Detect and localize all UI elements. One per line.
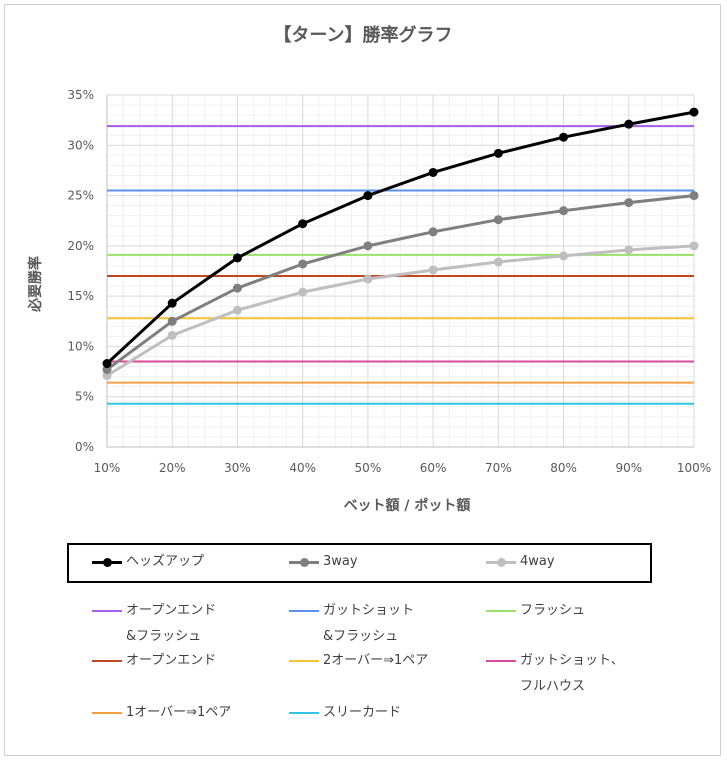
legend-swatch: [92, 610, 122, 612]
data-point: [428, 227, 438, 237]
legend-label: ガットショット &フラッシュ: [323, 603, 415, 644]
y-tick-label: 30%: [67, 138, 94, 152]
data-point: [559, 206, 569, 216]
x-tick-label: 10%: [94, 461, 121, 475]
data-point: [167, 298, 177, 308]
data-point: [624, 119, 634, 129]
data-point: [298, 287, 308, 297]
x-tick-label: 20%: [159, 461, 186, 475]
data-point: [102, 359, 112, 369]
chart-title: 【ターン】勝率グラフ: [273, 24, 452, 46]
y-tick-label: 5%: [75, 390, 94, 404]
legend-label: フラッシュ: [520, 603, 586, 618]
legend-label: オープンエンド: [126, 653, 217, 668]
data-point: [298, 219, 308, 229]
data-point: [232, 283, 242, 293]
y-tick-label: 25%: [67, 189, 94, 203]
legend-swatch: [289, 712, 319, 714]
legend-swatch: [486, 610, 516, 612]
series-line: [106, 194, 695, 371]
y-tick-label: 0%: [75, 440, 94, 454]
legend-label: ガットショット、 フルハウス: [520, 653, 624, 694]
x-tick-label: 30%: [224, 461, 251, 475]
data-point: [624, 245, 634, 255]
data-point: [232, 305, 242, 315]
x-tick-label: 60%: [420, 461, 447, 475]
legend-label: 1オーバー⇒1ペア: [126, 705, 232, 720]
x-tick-label: 100%: [677, 461, 711, 475]
legend-marker: [497, 558, 506, 567]
data-point: [298, 259, 308, 269]
x-axis-label: ベット額 / ポット額: [344, 497, 471, 514]
data-point: [689, 241, 699, 251]
data-point: [232, 253, 242, 263]
data-point: [493, 257, 503, 267]
legend-swatch: [289, 660, 319, 662]
data-point: [428, 265, 438, 275]
data-point: [363, 241, 373, 251]
y-axis-label: 必要勝率: [27, 256, 44, 313]
data-point: [363, 274, 373, 284]
series-line: [106, 244, 695, 377]
chart-frame: [4, 4, 721, 756]
legend-label: ヘッズアップ: [126, 554, 205, 569]
legend-marker: [300, 558, 309, 567]
x-tick-label: 80%: [550, 461, 577, 475]
x-tick-label: 50%: [355, 461, 382, 475]
data-point: [559, 251, 569, 261]
x-tick-label: 70%: [485, 461, 512, 475]
y-tick-label: 35%: [67, 88, 94, 102]
data-point: [363, 191, 373, 201]
data-point: [167, 316, 177, 326]
data-point: [689, 107, 699, 117]
legend-swatch: [92, 712, 122, 714]
data-point: [624, 198, 634, 208]
legend-swatch: [486, 660, 516, 662]
y-tick-label: 15%: [67, 289, 94, 303]
legend-label: 4way: [520, 554, 555, 569]
data-point: [493, 148, 503, 158]
data-point: [559, 132, 569, 142]
x-tick-label: 40%: [289, 461, 316, 475]
x-tick-label: 90%: [615, 461, 642, 475]
legend-label: 2オーバー⇒1ペア: [323, 653, 429, 668]
data-point: [689, 191, 699, 201]
legend-swatch: [92, 660, 122, 662]
legend-marker: [103, 558, 112, 567]
legend-series-box: [67, 543, 652, 583]
data-point: [493, 215, 503, 225]
legend-label: 3way: [323, 554, 358, 569]
y-tick-label: 10%: [67, 339, 94, 353]
series-line: [105, 110, 695, 365]
y-tick-label: 20%: [67, 239, 94, 253]
legend-label: スリーカード: [323, 705, 402, 720]
data-point: [167, 330, 177, 340]
legend-label: オープンエンド &フラッシュ: [126, 603, 217, 644]
data-point: [428, 167, 438, 177]
legend-swatch: [289, 610, 319, 612]
